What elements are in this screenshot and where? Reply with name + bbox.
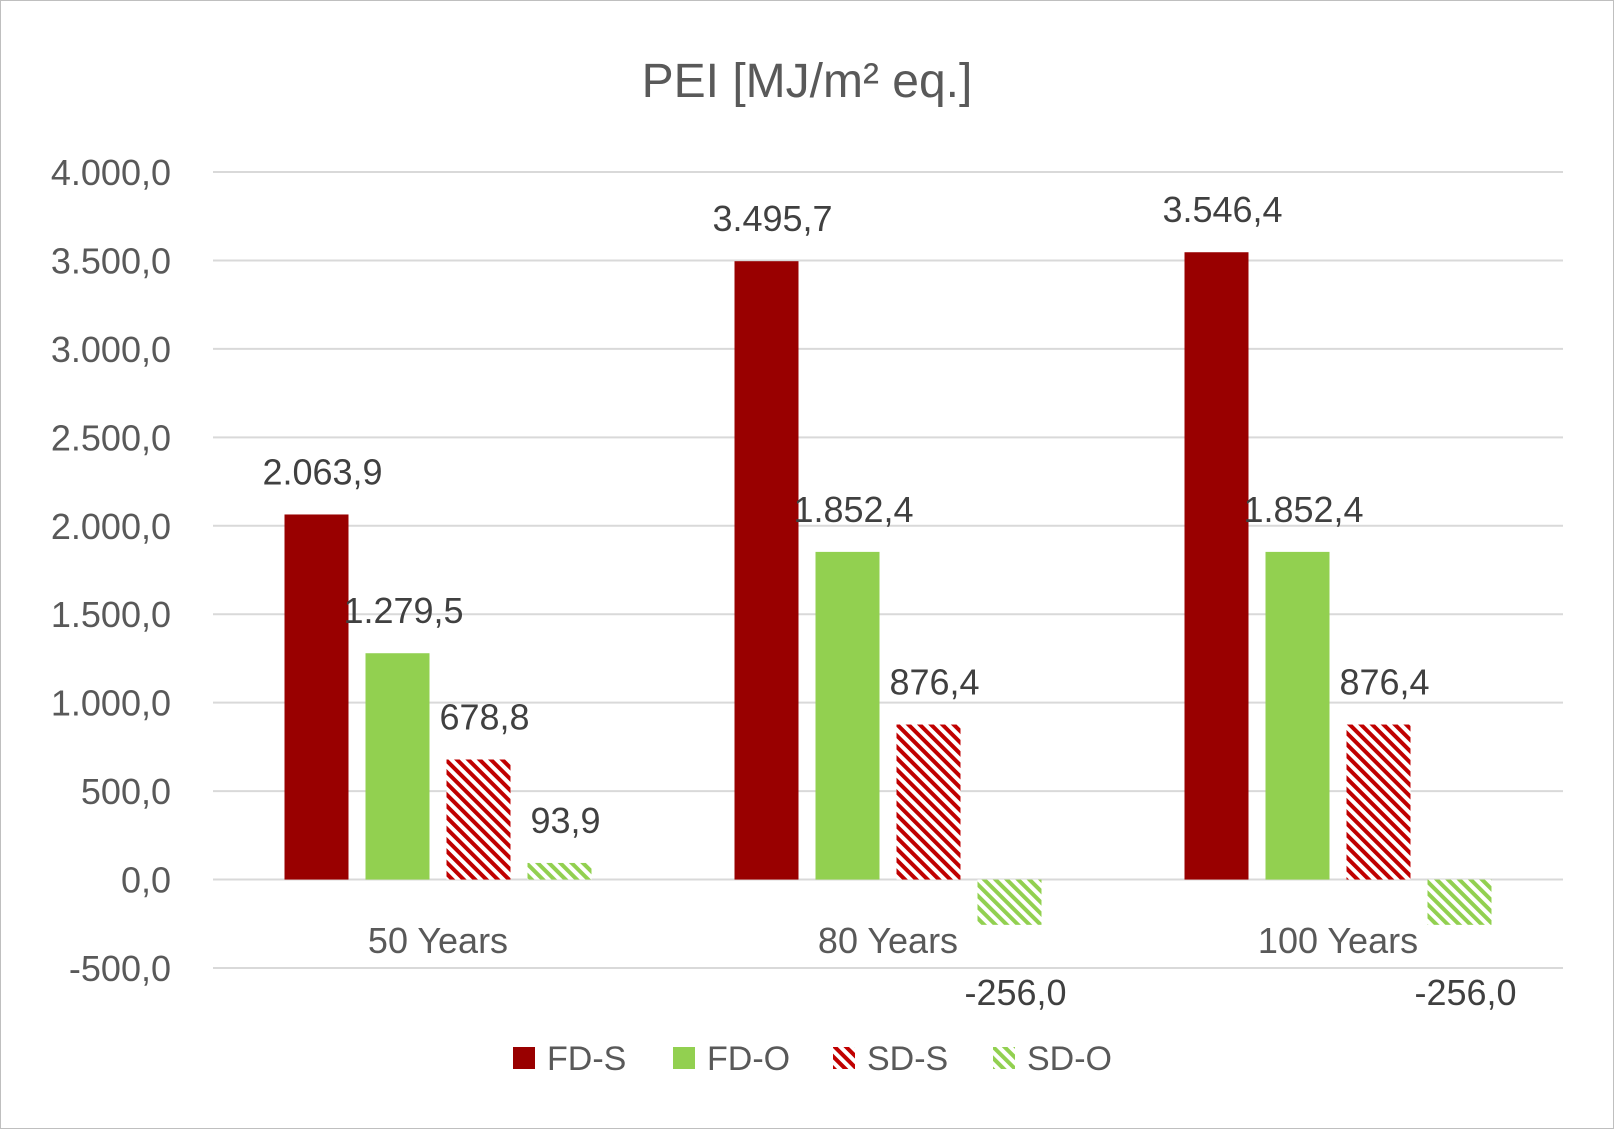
x-category-label: 50 Years xyxy=(368,920,508,961)
y-tick-label: 2.500,0 xyxy=(51,417,171,458)
bars xyxy=(284,252,1492,925)
legend-swatch-sd-o xyxy=(993,1047,1015,1069)
gridlines xyxy=(213,171,1563,969)
y-axis-tick-labels: -500,0 0,0 500,0 1.000,0 1.500,0 2.000,0 2.500… xyxy=(51,152,171,989)
data-label: 876,4 xyxy=(1339,662,1429,703)
bar-sd-s-2 xyxy=(1346,724,1411,880)
y-tick-label: 1.500,0 xyxy=(51,594,171,635)
bar-sd-o-1 xyxy=(977,879,1042,925)
legend-swatch-fd-o xyxy=(673,1047,695,1069)
data-label: 876,4 xyxy=(889,662,979,703)
y-tick-label: 4.000,0 xyxy=(51,152,171,193)
y-tick-label: 2.000,0 xyxy=(51,506,171,547)
y-tick-label: 1.000,0 xyxy=(51,683,171,724)
y-tick-label: 3.000,0 xyxy=(51,329,171,370)
bar-sd-o-0 xyxy=(527,862,592,880)
y-tick-label: 0,0 xyxy=(121,860,171,901)
data-label: -256,0 xyxy=(1414,972,1516,1013)
y-tick-label: 500,0 xyxy=(81,771,171,812)
legend-label-fd-s: FD-S xyxy=(547,1040,626,1078)
data-label: 678,8 xyxy=(439,696,529,737)
y-tick-label: -500,0 xyxy=(69,948,171,989)
x-category-label: 100 Years xyxy=(1258,920,1418,961)
legend: FD-S FD-O SD-S SD-O xyxy=(513,1040,1112,1078)
legend-swatch-fd-s xyxy=(513,1047,535,1069)
data-label: 93,9 xyxy=(530,800,600,841)
legend-label-sd-s: SD-S xyxy=(867,1040,948,1078)
x-axis-category-labels: 50 Years 80 Years 100 Years xyxy=(368,920,1418,961)
bar-sd-o-2 xyxy=(1427,879,1492,925)
bar-fd-o-2 xyxy=(1265,551,1330,880)
data-label: 3.546,4 xyxy=(1162,189,1282,230)
bar-fd-s-1 xyxy=(734,261,799,880)
data-label: 3.495,7 xyxy=(712,198,832,239)
chart-title: PEI [MJ/m² eq.] xyxy=(642,55,973,108)
data-label: -256,0 xyxy=(964,972,1066,1013)
data-label: 2.063,9 xyxy=(262,451,382,492)
bar-sd-s-1 xyxy=(896,724,961,880)
y-tick-label: 3.500,0 xyxy=(51,240,171,281)
legend-label-fd-o: FD-O xyxy=(707,1040,790,1078)
data-labels: 2.063,9 1.279,5 678,8 93,9 3.495,7 1.852,4 876… xyxy=(262,189,1516,1013)
legend-label-sd-o: SD-O xyxy=(1027,1040,1112,1078)
data-label: 1.852,4 xyxy=(793,489,913,530)
x-category-label: 80 Years xyxy=(818,920,958,961)
bar-sd-s-0 xyxy=(446,759,511,880)
bar-fd-s-0 xyxy=(284,514,349,880)
legend-swatch-sd-s xyxy=(833,1047,855,1069)
bar-fd-s-2 xyxy=(1184,252,1249,880)
data-label: 1.852,4 xyxy=(1243,489,1363,530)
bar-fd-o-1 xyxy=(815,551,880,880)
data-label: 1.279,5 xyxy=(343,590,463,631)
bar-fd-o-0 xyxy=(365,653,430,880)
